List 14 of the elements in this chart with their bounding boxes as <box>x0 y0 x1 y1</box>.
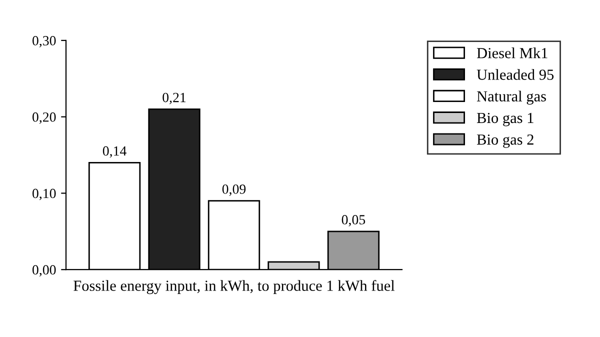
legend-label: Natural gas <box>476 90 546 105</box>
y-tick-label: 0,10 <box>32 188 56 200</box>
x-axis-title: Fossile energy input, in kWh, to produce 1 kWh fuel <box>74 280 395 294</box>
data-label: 0,14 <box>102 146 126 158</box>
y-tick-label: 0,00 <box>32 265 56 277</box>
data-label: 0,21 <box>162 92 186 104</box>
legend-label: Diesel Mk1 <box>476 48 548 58</box>
y-tick-label: 0,20 <box>32 112 56 124</box>
legend-label: Unleaded 95 <box>476 69 554 80</box>
y-tick-label: 0,30 <box>32 36 56 48</box>
data-label: 0,09 <box>222 184 246 196</box>
legend-label: Bio gas 2 <box>476 134 534 148</box>
legend-label: Bio gas 1 <box>476 112 534 126</box>
data-label: 0,05 <box>342 215 366 226</box>
